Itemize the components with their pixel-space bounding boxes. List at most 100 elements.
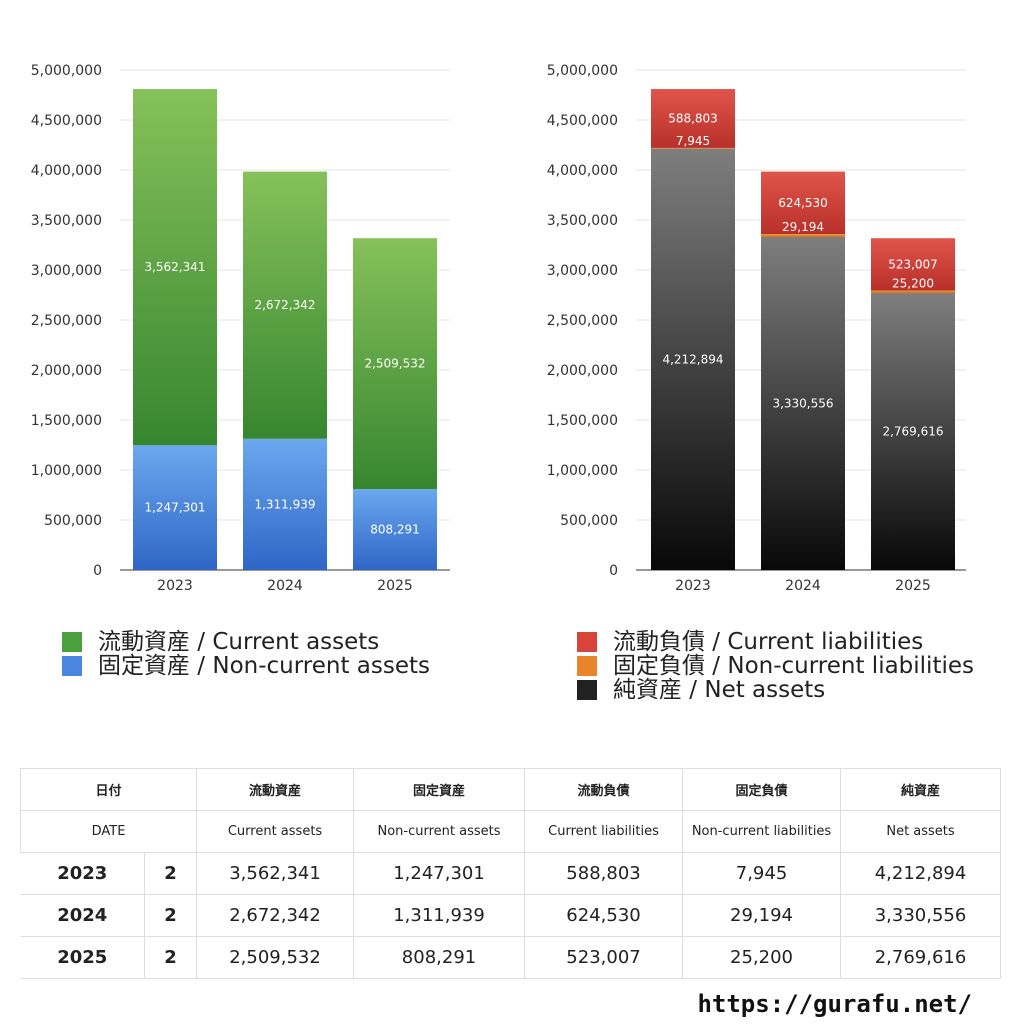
bar-segment [133,445,217,570]
bar-segment [651,147,735,149]
header-cell-en: Non-current assets [353,810,526,853]
header-cell-jp: 純資産 [840,768,1002,811]
x-tick-label: 2025 [377,578,413,594]
data-label: 25,200 [892,277,934,291]
bar-segment [761,234,845,237]
y-tick-label: 3,500,000 [31,213,102,229]
data-label: 523,007 [888,257,938,271]
y-tick-label: 0 [609,563,618,579]
y-tick-label: 1,500,000 [31,413,102,429]
header-cell-en: Non-current liabilities [682,810,842,853]
data-label: 808,291 [370,523,420,537]
table-cell: 588,803 [524,852,684,895]
legend-label: 純資産 / Net assets [613,677,826,703]
y-tick-label: 5,000,000 [31,63,102,79]
data-label: 29,194 [782,220,824,234]
header-cell-en: Current assets [196,810,355,853]
y-tick-label: 2,500,000 [547,313,618,329]
data-label: 1,247,301 [144,501,205,515]
header-cell-en: Current liabilities [524,810,684,853]
data-label: 1,311,939 [254,497,315,511]
bar-segment [133,89,217,446]
x-tick-label: 2023 [157,578,193,594]
bar-segment [761,171,845,235]
bar-segment [871,293,955,570]
bar-segment [761,236,845,570]
x-tick-label: 2024 [785,578,821,594]
header-cell-jp: 流動負債 [524,768,684,811]
y-tick-label: 4,500,000 [547,113,618,129]
table-row: 2023 2 3,562,341 1,247,301 588,803 7,945… [20,852,1002,895]
y-tick-label: 3,000,000 [31,263,102,279]
table-cell: 1,247,301 [353,852,526,895]
y-tick-label: 4,000,000 [31,163,102,179]
header-date-en: DATE [19,810,198,853]
header-date-jp: 日付 [19,768,198,811]
table-cell: 29,194 [682,894,842,937]
header-cell-jp: 固定負債 [682,768,842,811]
charts-canvas: 0 500,000 1,000,000 1,500,000 2,000,000 2,500… [31,63,966,594]
y-tick-label: 1,500,000 [547,413,618,429]
data-label: 2,672,342 [254,298,315,312]
table-cell: 2,509,532 [196,936,355,979]
data-table: 日付 流動資産 固定資産 流動負債 固定負債 純資産 DATE Current … [19,768,1002,979]
y-tick-label: 0 [93,563,102,579]
table-cell-count: 2 [143,852,198,895]
header-cell-jp: 固定資産 [353,768,526,811]
x-tick-label: 2023 [675,578,711,594]
table-row: 2024 2 2,672,342 1,311,939 624,530 29,19… [20,894,1002,937]
table-cell: 624,530 [524,894,684,937]
table-cell-year: 2024 [20,894,145,937]
table-header-en: DATE Current assets Non-current assets C… [19,810,1002,853]
table-cell: 7,945 [682,852,842,895]
table-cell-count: 2 [143,936,198,979]
legend-swatch [62,632,82,652]
table-cell: 808,291 [353,936,526,979]
legend-label: 流動負債 / Current liabilities [613,629,924,655]
legend-swatch [577,632,597,652]
y-tick-label: 5,000,000 [547,63,618,79]
bar-segment [353,489,437,570]
table-cell: 2,769,616 [840,936,1002,979]
bar-segment [353,238,437,490]
bar-segment [871,290,955,294]
y-tick-label: 2,500,000 [31,313,102,329]
y-tick-label: 4,500,000 [31,113,102,129]
table-cell-count: 2 [143,894,198,937]
x-tick-label: 2025 [895,578,931,594]
y-tick-label: 4,000,000 [547,163,618,179]
data-label: 588,803 [668,111,718,125]
legend-entry: 流動負債 / Current liabilities [577,630,974,654]
site-url[interactable]: https://gurafu.net/ [697,990,972,1018]
bar-segment [243,171,327,439]
table-cell-year: 2023 [20,852,145,895]
legend-entry: 固定資産 / Non-current assets [62,654,430,678]
header-cell-jp: 流動資産 [196,768,355,811]
table-cell: 3,330,556 [840,894,1002,937]
table-cell: 4,212,894 [840,852,1002,895]
bar-segment [651,89,735,148]
legend-swatch [62,656,82,676]
table-cell: 3,562,341 [196,852,355,895]
table-cell: 2,672,342 [196,894,355,937]
x-tick-label: 2024 [267,578,303,594]
data-label: 4,212,894 [662,352,723,366]
legend-left: 流動資産 / Current assets 固定資産 / Non-current … [62,630,430,678]
y-tick-label: 2,000,000 [547,363,618,379]
table-header-jp: 日付 流動資産 固定資産 流動負債 固定負債 純資産 [19,768,1002,811]
y-tick-label: 1,000,000 [31,463,102,479]
data-label: 2,769,616 [882,425,943,439]
table-cell-year: 2025 [20,936,145,979]
data-label: 3,330,556 [772,396,833,410]
header-cell-en: Net assets [840,810,1002,853]
bar-segment [243,438,327,570]
table-cell: 523,007 [524,936,684,979]
legend-entry: 固定負債 / Non-current liabilities [577,654,974,678]
y-tick-label: 500,000 [44,513,102,529]
legend-label: 流動資産 / Current assets [98,629,380,655]
legend-swatch [577,680,597,700]
data-label: 2,509,532 [364,357,425,371]
bar-segment [871,238,955,291]
legend-right: 流動負債 / Current liabilities 固定負債 / Non-cur… [577,630,974,702]
bar-segment [651,148,735,570]
